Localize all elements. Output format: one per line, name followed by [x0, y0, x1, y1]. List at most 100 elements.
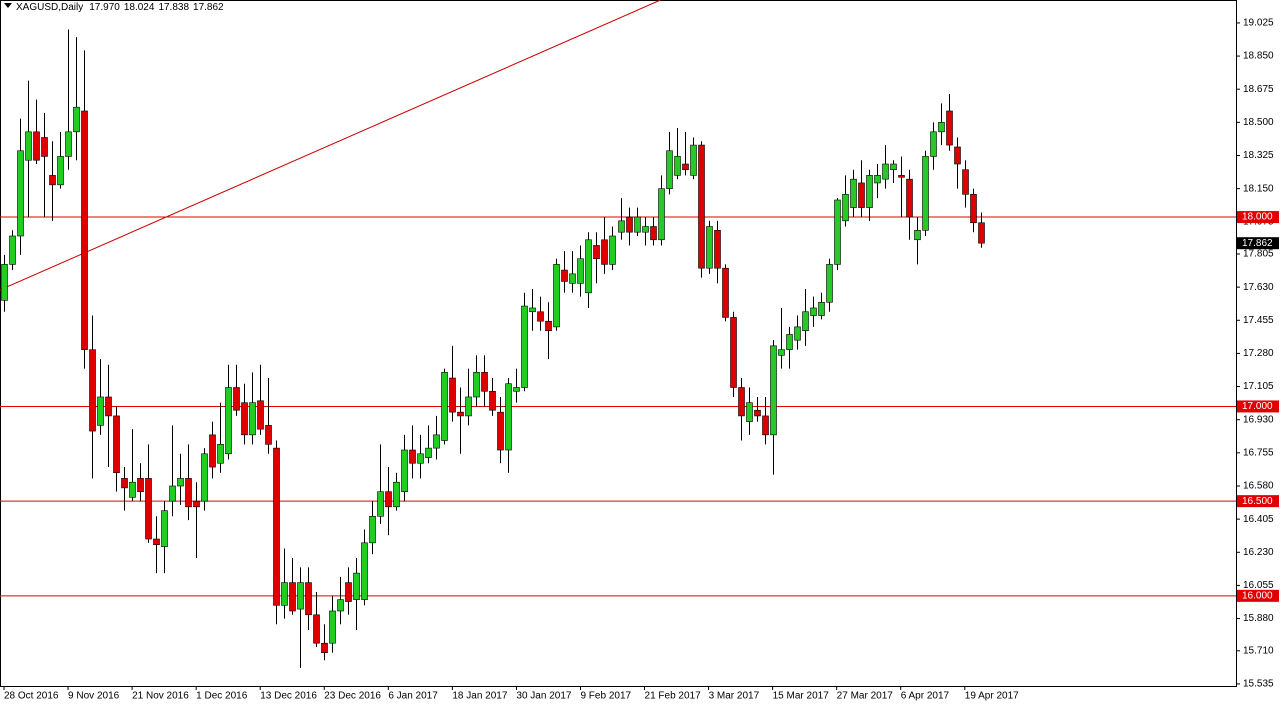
- candle-body: [706, 226, 713, 269]
- candle-body: [850, 178, 857, 208]
- candle-body: [49, 175, 56, 186]
- candle-body: [449, 377, 456, 413]
- level-label: 18.000: [1242, 212, 1273, 223]
- x-tick-label: 13 Dec 2016: [260, 691, 317, 702]
- candle-body: [906, 178, 913, 218]
- candle-body: [321, 642, 328, 653]
- candle-body: [826, 264, 833, 303]
- candle-body: [417, 453, 424, 464]
- candle-body: [457, 411, 464, 417]
- header-low: 17.838: [158, 2, 189, 13]
- candle-body: [626, 216, 633, 233]
- candle-body: [289, 582, 296, 612]
- level-label: 16.000: [1242, 590, 1273, 601]
- candle-body: [9, 235, 16, 265]
- candle-body: [217, 444, 224, 464]
- level-tag: [1237, 589, 1279, 602]
- candle-body: [481, 372, 488, 392]
- candle-body: [537, 311, 544, 322]
- candle-body: [746, 402, 753, 422]
- candle-body: [297, 582, 304, 610]
- candle-body: [185, 478, 192, 508]
- candle-body: [954, 146, 961, 165]
- candle-body: [938, 122, 945, 133]
- candle-body: [169, 485, 176, 502]
- candle-body: [577, 258, 584, 284]
- candle-body: [225, 387, 232, 455]
- candle-body: [433, 434, 440, 449]
- candle-body: [754, 409, 761, 417]
- candle-body: [161, 510, 168, 547]
- candle-body: [409, 449, 416, 464]
- candle-body: [858, 182, 865, 208]
- candle-body: [489, 390, 496, 411]
- chart-title: XAGUSD,Daily: [16, 2, 83, 13]
- y-tick-label: 16.755: [1243, 447, 1274, 458]
- candle-body: [97, 396, 104, 426]
- y-tick-label: 18.325: [1243, 150, 1274, 161]
- y-tick-label: 15.535: [1243, 679, 1274, 690]
- candle-body: [105, 396, 112, 417]
- candle-body: [121, 478, 128, 489]
- y-tick-label: 16.580: [1243, 481, 1274, 492]
- candle-body: [890, 163, 897, 171]
- level-label: 17.000: [1242, 401, 1273, 412]
- candle-body: [257, 400, 264, 430]
- candle-body: [650, 226, 657, 241]
- candle-body: [682, 163, 689, 171]
- candle-body: [842, 194, 849, 222]
- candle-body: [658, 188, 665, 241]
- candle-body: [145, 478, 152, 540]
- candle-body: [914, 230, 921, 241]
- header-open: 17.970: [89, 2, 120, 13]
- last-price-label: 17.862: [1242, 238, 1273, 249]
- candle-body: [265, 425, 272, 445]
- x-tick-label: 30 Jan 2017: [516, 691, 571, 702]
- candle-body: [882, 163, 889, 180]
- candle-body: [698, 144, 705, 269]
- y-tick-label: 18.150: [1243, 183, 1274, 194]
- candle-body: [601, 239, 608, 265]
- last-price-tag: [1237, 237, 1279, 250]
- candle-body: [874, 175, 881, 184]
- candle-body: [513, 387, 520, 392]
- candle-body: [113, 415, 120, 474]
- candle-body: [569, 273, 576, 284]
- candle-body: [810, 307, 817, 316]
- candle-body: [545, 320, 552, 331]
- candle-body: [465, 396, 472, 417]
- y-tick-label: 16.405: [1243, 514, 1274, 525]
- candle-body: [441, 372, 448, 441]
- candle-body: [1, 264, 8, 301]
- candle-body: [794, 326, 801, 341]
- header-high: 18.024: [124, 2, 155, 13]
- candle-body: [561, 269, 568, 282]
- chart-header: XAGUSD,Daily 17.970 18.024 17.838 17.862: [16, 2, 224, 13]
- candle-body: [345, 582, 352, 602]
- level-tag: [1237, 211, 1279, 224]
- x-tick-label: 23 Dec 2016: [324, 691, 381, 702]
- x-tick-label: 1 Dec 2016: [196, 691, 248, 702]
- candle-body: [249, 402, 256, 436]
- level-tag: [1237, 400, 1279, 413]
- x-tick-label: 9 Feb 2017: [580, 691, 631, 702]
- candle-body: [585, 239, 592, 294]
- candle-body: [177, 478, 184, 487]
- x-tick-label: 6 Apr 2017: [901, 691, 950, 702]
- candle-body: [818, 301, 825, 316]
- x-tick-label: 6 Jan 2017: [388, 691, 438, 702]
- candle-body: [618, 220, 625, 233]
- candle-body: [233, 387, 240, 411]
- candle-body: [866, 175, 873, 208]
- candle-body: [393, 481, 400, 508]
- candle-body: [674, 156, 681, 176]
- y-tick-label: 16.055: [1243, 580, 1274, 591]
- candle-body: [722, 267, 729, 318]
- level-tag: [1237, 495, 1279, 508]
- candle-body: [25, 131, 32, 161]
- trendline: [0, 0, 661, 291]
- candle-body: [329, 610, 336, 644]
- candle-body: [898, 175, 905, 178]
- y-tick-label: 18.675: [1243, 84, 1274, 95]
